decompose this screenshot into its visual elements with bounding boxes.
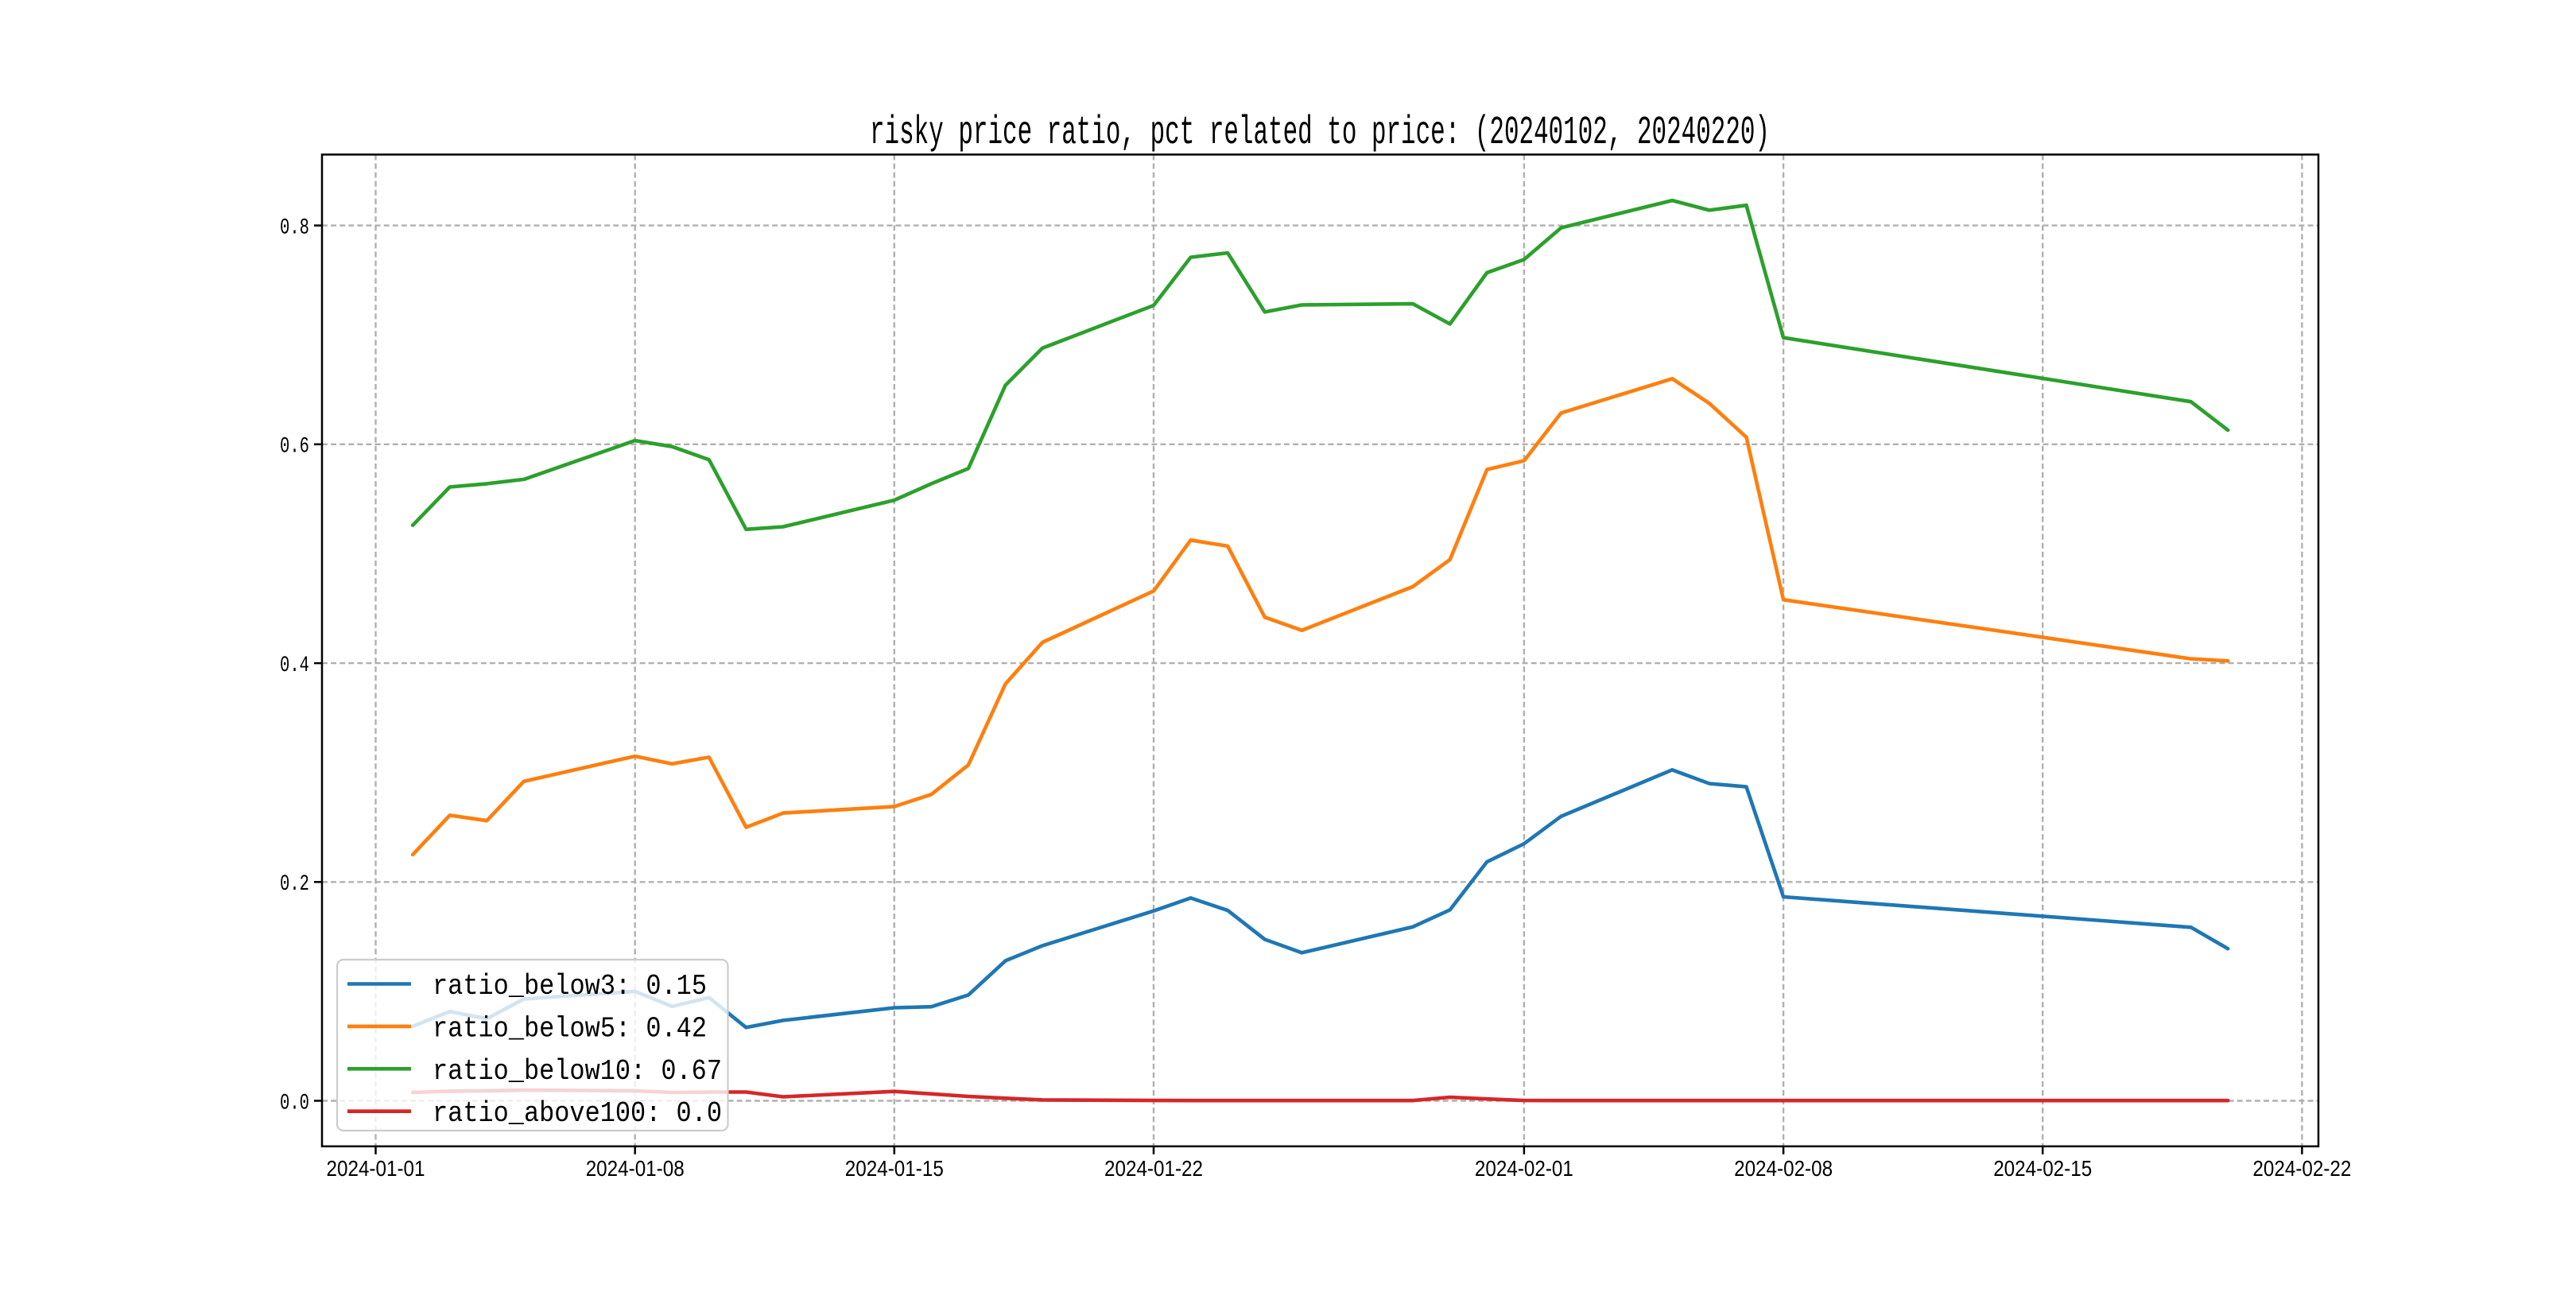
svg-text:risky price ratio, pct related: risky price ratio, pct related to price:…: [870, 111, 1770, 156]
svg-text:2024-01-15: 2024-01-15: [845, 1156, 944, 1181]
svg-text:0.8: 0.8: [280, 215, 309, 240]
svg-text:2024-02-01: 2024-02-01: [1475, 1156, 1573, 1181]
svg-text:0.0: 0.0: [280, 1091, 309, 1115]
svg-text:0.2: 0.2: [280, 872, 309, 897]
svg-text:2024-02-08: 2024-02-08: [1734, 1156, 1833, 1181]
svg-text:ratio_below10: 0.67: ratio_below10: 0.67: [433, 1055, 722, 1088]
svg-text:ratio_above100: 0.0: ratio_above100: 0.0: [433, 1097, 722, 1130]
svg-text:2024-02-15: 2024-02-15: [1993, 1156, 2092, 1181]
svg-text:2024-01-08: 2024-01-08: [586, 1156, 685, 1181]
svg-text:2024-02-22: 2024-02-22: [2252, 1156, 2351, 1181]
svg-text:2024-01-22: 2024-01-22: [1104, 1156, 1203, 1181]
svg-text:ratio_below3: 0.15: ratio_below3: 0.15: [433, 970, 707, 1003]
svg-text:ratio_below5: 0.42: ratio_below5: 0.42: [433, 1012, 707, 1045]
svg-text:0.6: 0.6: [280, 435, 309, 460]
svg-text:0.4: 0.4: [280, 654, 309, 678]
svg-text:2024-01-01: 2024-01-01: [327, 1156, 425, 1181]
